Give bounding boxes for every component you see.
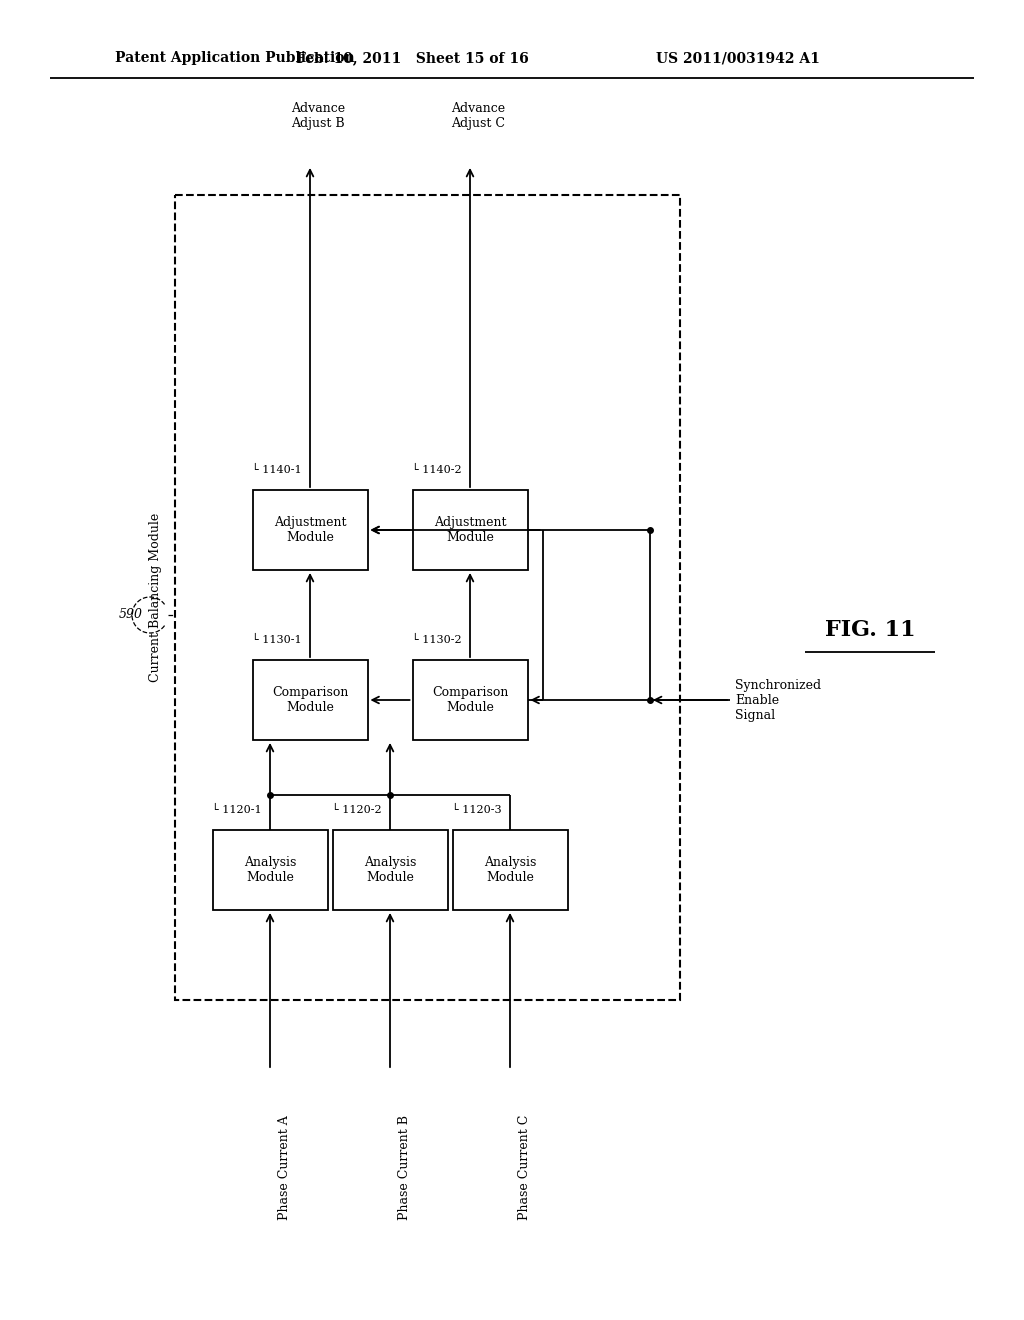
Text: Analysis
Module: Analysis Module (364, 855, 416, 884)
Text: Advance
Adjust B: Advance Adjust B (291, 102, 345, 129)
Text: └ 1130-2: └ 1130-2 (413, 635, 462, 645)
Text: └ 1120-1: └ 1120-1 (213, 805, 262, 814)
Text: └ 1120-3: └ 1120-3 (453, 805, 502, 814)
Text: US 2011/0031942 A1: US 2011/0031942 A1 (656, 51, 820, 65)
Bar (453, 830, 567, 909)
Text: Current Balancing Module: Current Balancing Module (148, 513, 162, 682)
Text: Advance
Adjust C: Advance Adjust C (451, 102, 505, 129)
Bar (175, 195, 680, 1001)
Text: └ 1140-2: └ 1140-2 (413, 465, 462, 475)
Text: 590: 590 (119, 609, 143, 622)
Text: Patent Application Publication: Patent Application Publication (115, 51, 354, 65)
Bar (253, 490, 368, 570)
Text: Adjustment
Module: Adjustment Module (434, 516, 506, 544)
Text: Analysis
Module: Analysis Module (244, 855, 296, 884)
Bar (413, 660, 527, 741)
Bar (413, 490, 527, 570)
Text: FIG. 11: FIG. 11 (824, 619, 915, 642)
Text: └ 1140-1: └ 1140-1 (253, 465, 302, 475)
Text: Phase Current C: Phase Current C (518, 1114, 531, 1220)
Text: Synchronized
Enable
Signal: Synchronized Enable Signal (735, 678, 821, 722)
Bar (253, 660, 368, 741)
Text: └ 1120-2: └ 1120-2 (333, 805, 382, 814)
Text: Analysis
Module: Analysis Module (483, 855, 537, 884)
Text: Phase Current A: Phase Current A (278, 1115, 291, 1220)
Text: Feb. 10, 2011   Sheet 15 of 16: Feb. 10, 2011 Sheet 15 of 16 (296, 51, 528, 65)
Bar (213, 830, 328, 909)
Text: Comparison
Module: Comparison Module (271, 686, 348, 714)
Bar (333, 830, 447, 909)
Text: Phase Current B: Phase Current B (398, 1115, 411, 1220)
Text: └ 1130-1: └ 1130-1 (253, 635, 302, 645)
Text: Adjustment
Module: Adjustment Module (273, 516, 346, 544)
Text: Comparison
Module: Comparison Module (432, 686, 508, 714)
